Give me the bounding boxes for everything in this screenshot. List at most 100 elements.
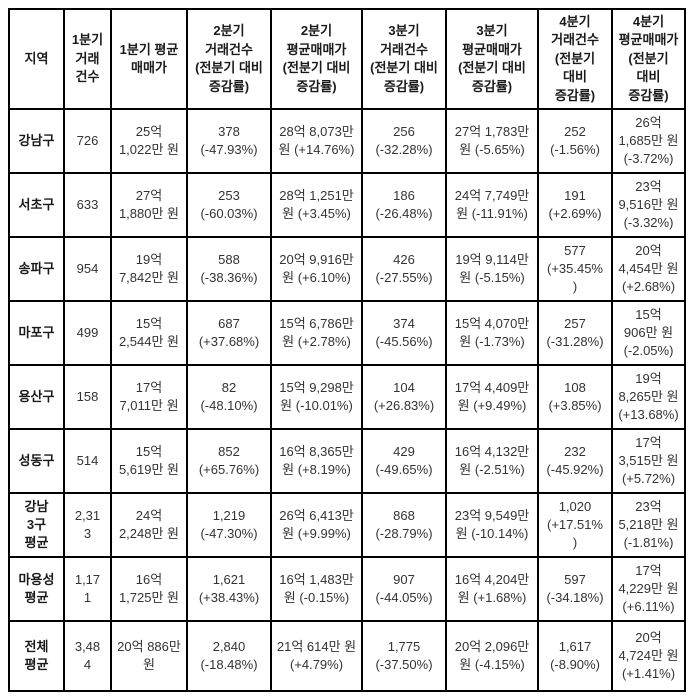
col-header-q4-avg-price: 4분기 평균매매가 (전분기 대비 증감률): [611, 7, 686, 111]
data-cell: 16억 4,204만 원 (+1.68%): [445, 556, 539, 623]
table-row-seongdong: 성동구 514 15억 5,619만 원 852 (+65.76%) 16억 8…: [8, 428, 686, 495]
data-cell: 104 (+26.83%): [361, 364, 447, 431]
data-cell: 15억 6,786만 원 (+2.78%): [270, 300, 363, 367]
data-cell: 27억 1,880만 원: [110, 172, 188, 239]
data-cell: 232 (-45.92%): [537, 428, 613, 495]
data-cell: 429 (-49.65%): [361, 428, 447, 495]
data-cell: 588 (-38.36%): [186, 236, 272, 303]
table-row-gangnam: 강남구 726 25억 1,022만 원 378 (-47.93%) 28억 8…: [8, 108, 686, 175]
header-row: 지역 1분기 거래 건수 1분기 평균 매매가 2분기 거래건수 (전분기 대비…: [8, 7, 686, 111]
quarterly-real-estate-table: 지역 1분기 거래 건수 1분기 평균 매매가 2분기 거래건수 (전분기 대비…: [8, 7, 686, 693]
data-cell: 186 (-26.48%): [361, 172, 447, 239]
table-row-mapo: 마포구 499 15억 2,544만 원 687 (+37.68%) 15억 6…: [8, 300, 686, 367]
data-cell: 24억 2,248만 원: [110, 492, 188, 559]
data-cell: 954: [63, 236, 112, 303]
data-cell: 20억 4,454만 원 (+2.68%): [611, 236, 686, 303]
data-cell: 1,621 (+38.43%): [186, 556, 272, 623]
data-cell: 1,775 (-37.50%): [361, 620, 447, 693]
data-cell: 82 (-48.10%): [186, 364, 272, 431]
data-cell: 378 (-47.93%): [186, 108, 272, 175]
data-cell: 15억 5,619만 원: [110, 428, 188, 495]
data-cell: 17억 7,011만 원: [110, 364, 188, 431]
data-cell: 15억 9,298만 원 (-10.01%): [270, 364, 363, 431]
data-cell: 726: [63, 108, 112, 175]
data-cell: 17억 4,409만 원 (+9.49%): [445, 364, 539, 431]
region-cell: 마포구: [8, 300, 65, 367]
col-header-q3-avg-price: 3분기 평균매매가 (전분기 대비 증감률): [445, 7, 539, 111]
data-cell: 25억 1,022만 원: [110, 108, 188, 175]
data-cell: 15억 4,070만 원 (-1.73%): [445, 300, 539, 367]
data-cell: 253 (-60.03%): [186, 172, 272, 239]
data-cell: 597 (-34.18%): [537, 556, 613, 623]
region-cell: 전체 평균: [8, 620, 65, 693]
data-cell: 108 (+3.85%): [537, 364, 613, 431]
table-row-seocho: 서초구 633 27억 1,880만 원 253 (-60.03%) 28억 1…: [8, 172, 686, 239]
data-cell: 907 (-44.05%): [361, 556, 447, 623]
table-row-songpa: 송파구 954 19억 7,842만 원 588 (-38.36%) 20억 9…: [8, 236, 686, 303]
data-cell: 23억 9,549만 원 (-10.14%): [445, 492, 539, 559]
data-cell: 17억 4,229만 원 (+6.11%): [611, 556, 686, 623]
data-cell: 633: [63, 172, 112, 239]
data-cell: 1,020 (+17.51% ): [537, 492, 613, 559]
data-cell: 2,840 (-18.48%): [186, 620, 272, 693]
data-cell: 158: [63, 364, 112, 431]
col-header-q2-avg-price: 2분기 평균매매가 (전분기 대비 증감률): [270, 7, 363, 111]
data-cell: 26억 6,413만 원 (+9.99%): [270, 492, 363, 559]
region-cell: 서초구: [8, 172, 65, 239]
table-body: 강남구 726 25억 1,022만 원 378 (-47.93%) 28억 8…: [8, 108, 686, 693]
data-cell: 20억 4,724만 원 (+1.41%): [611, 620, 686, 693]
data-cell: 19억 8,265만 원 (+13.68%): [611, 364, 686, 431]
data-cell: 19억 9,114만 원 (-5.15%): [445, 236, 539, 303]
data-cell: 256 (-32.28%): [361, 108, 447, 175]
data-cell: 191 (+2.69%): [537, 172, 613, 239]
col-header-region: 지역: [8, 7, 65, 111]
region-cell: 성동구: [8, 428, 65, 495]
region-cell: 용산구: [8, 364, 65, 431]
region-cell: 강남구: [8, 108, 65, 175]
data-cell: 257 (-31.28%): [537, 300, 613, 367]
data-cell: 577 (+35.45% ): [537, 236, 613, 303]
data-cell: 2,31 3: [63, 492, 112, 559]
data-cell: 24억 7,749만 원 (-11.91%): [445, 172, 539, 239]
data-cell: 514: [63, 428, 112, 495]
data-cell: 15억 2,544만 원: [110, 300, 188, 367]
data-cell: 23억 9,516만 원 (-3.32%): [611, 172, 686, 239]
data-cell: 374 (-45.56%): [361, 300, 447, 367]
data-cell: 16억 4,132만 원 (-2.51%): [445, 428, 539, 495]
table-row-mayongseong-avg: 마용성 평균 1,17 1 16억 1,725만 원 1,621 (+38.43…: [8, 556, 686, 623]
data-cell: 499: [63, 300, 112, 367]
data-cell: 28억 8,073만 원 (+14.76%): [270, 108, 363, 175]
data-cell: 16억 1,725만 원: [110, 556, 188, 623]
data-cell: 28억 1,251만 원 (+3.45%): [270, 172, 363, 239]
data-cell: 26억 1,685만 원 (-3.72%): [611, 108, 686, 175]
data-cell: 27억 1,783만 원 (-5.65%): [445, 108, 539, 175]
table-header: 지역 1분기 거래 건수 1분기 평균 매매가 2분기 거래건수 (전분기 대비…: [8, 7, 686, 111]
data-cell: 16억 1,483만 원 (-0.15%): [270, 556, 363, 623]
data-cell: 426 (-27.55%): [361, 236, 447, 303]
data-cell: 20억 2,096만 원 (-4.15%): [445, 620, 539, 693]
data-cell: 20억 886만 원: [110, 620, 188, 693]
data-cell: 21억 614만 원 (+4.79%): [270, 620, 363, 693]
data-cell: 3,48 4: [63, 620, 112, 693]
data-cell: 1,617 (-8.90%): [537, 620, 613, 693]
col-header-q1-avg-price: 1분기 평균 매매가: [110, 7, 188, 111]
data-cell: 687 (+37.68%): [186, 300, 272, 367]
col-header-q1-count: 1분기 거래 건수: [63, 7, 112, 111]
region-cell: 마용성 평균: [8, 556, 65, 623]
data-cell: 1,17 1: [63, 556, 112, 623]
table-row-yongsan: 용산구 158 17억 7,011만 원 82 (-48.10%) 15억 9,…: [8, 364, 686, 431]
data-cell: 1,219 (-47.30%): [186, 492, 272, 559]
data-cell: 16억 8,365만 원 (+8.19%): [270, 428, 363, 495]
col-header-q4-count: 4분기 거래건수 (전분기 대비 증감률): [537, 7, 613, 111]
data-cell: 852 (+65.76%): [186, 428, 272, 495]
table-row-total-avg: 전체 평균 3,48 4 20억 886만 원 2,840 (-18.48%) …: [8, 620, 686, 693]
col-header-q2-count: 2분기 거래건수 (전분기 대비 증감률): [186, 7, 272, 111]
data-cell: 20억 9,916만 원 (+6.10%): [270, 236, 363, 303]
data-cell: 15억 906만 원 (-2.05%): [611, 300, 686, 367]
region-cell: 강남 3구 평균: [8, 492, 65, 559]
data-cell: 17억 3,515만 원 (+5.72%): [611, 428, 686, 495]
table-row-gangnam3-avg: 강남 3구 평균 2,31 3 24억 2,248만 원 1,219 (-47.…: [8, 492, 686, 559]
data-cell: 252 (-1.56%): [537, 108, 613, 175]
region-cell: 송파구: [8, 236, 65, 303]
